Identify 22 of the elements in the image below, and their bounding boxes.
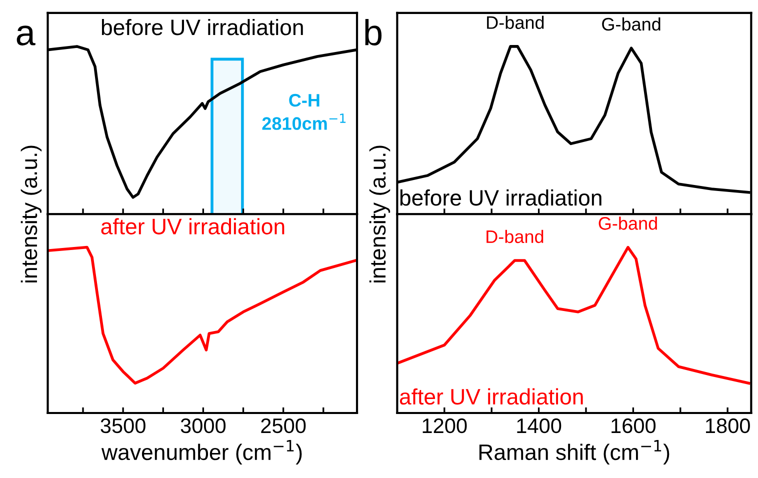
x-tick-label: 1400 (517, 418, 562, 434)
x-tick-label: 1200 (422, 418, 467, 434)
annotation: G-band (602, 17, 660, 31)
x-tick-label: 1600 (612, 418, 656, 434)
text: before UV irradiation (102, 18, 303, 36)
x-tick-label: 2500 (261, 418, 306, 434)
x-axis-title: Raman shift (cm$^{−1}$) (479, 440, 670, 464)
annotation: before UV irradiation (400, 189, 602, 206)
band-label: C-H 2810cm$^{−1}$ (262, 94, 346, 130)
annotation: D-band (486, 230, 544, 244)
x-tick-label: 3000 (180, 418, 226, 434)
x-axis-title: wavenumber (cm$^{−1}$) (101, 440, 302, 464)
y-axis-title: intensity (a.u.) (20, 146, 42, 282)
x-tick-label: 1800 (706, 418, 750, 434)
annotation: G-band (598, 216, 657, 230)
y-axis-title: intensity (a.u.) (369, 146, 390, 282)
annotation: after UV irradiation (400, 388, 583, 405)
chart-title: b (365, 18, 382, 46)
chart-title: a (16, 26, 36, 46)
annotation: D-band (487, 16, 544, 29)
x-tick-label: 3500 (100, 418, 146, 434)
text: after UV irradiation (101, 218, 284, 234)
